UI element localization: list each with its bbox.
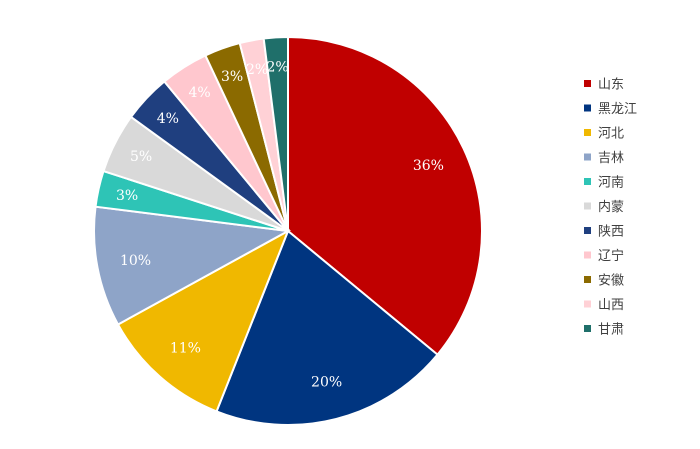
pie-data-labels: 36%20%11%10%3%5%4%4%3% 2%2% (116, 59, 444, 390)
pie-data-label-2: 11% (170, 340, 201, 356)
pie-data-label-8: 3% (221, 69, 243, 85)
legend-swatch-6 (584, 227, 591, 234)
legend-label-0: 山东 (598, 78, 624, 93)
pie-data-label-4: 3% (116, 188, 138, 204)
legend-swatch-0 (584, 80, 591, 87)
pie-data-label-6: 4% (157, 111, 179, 127)
legend-label-3: 吉林 (598, 151, 624, 166)
pie-slice-10 (262, 35, 289, 232)
pie-data-label-9: 2% (246, 62, 268, 78)
pie-data-label-1: 20% (311, 374, 342, 390)
pie-slices (93, 35, 483, 426)
legend-label-5: 内蒙 (598, 199, 624, 215)
legend-label-1: 黑龙江 (598, 102, 637, 117)
legend-label-8: 安徽 (598, 274, 624, 289)
pie-data-label-10: 2% (266, 59, 288, 75)
legend-label-9: 山西 (598, 298, 624, 313)
legend-label-4: 河南 (598, 175, 624, 191)
legend-label-10: 甘肃 (598, 323, 624, 338)
legend-swatch-5 (584, 202, 591, 210)
pie-slice-0 (287, 35, 483, 357)
legend-swatch-8 (584, 276, 591, 283)
pie-slice-2 (116, 228, 290, 413)
pie-data-label-5: 5% (130, 149, 152, 165)
pie-slice-3 (93, 205, 292, 326)
legend-label-7: 辽宁 (598, 248, 624, 264)
pie-data-label-0: 36% (413, 158, 444, 174)
legend-swatch-10 (584, 325, 591, 332)
legend-swatch-1 (584, 104, 591, 112)
legend-label-6: 陕西 (598, 225, 624, 240)
legend-swatch-2 (584, 129, 591, 136)
legend-swatch-9 (584, 300, 591, 308)
legend-swatch-3 (584, 153, 591, 161)
legend-swatch-7 (584, 251, 591, 259)
pie-data-label-7: 4% (188, 85, 210, 101)
pie-data-label-3: 10% (120, 253, 151, 269)
legend-label-2: 河北 (598, 127, 624, 142)
legend-swatch-4 (584, 178, 591, 185)
pie-slice-1 (215, 229, 439, 426)
